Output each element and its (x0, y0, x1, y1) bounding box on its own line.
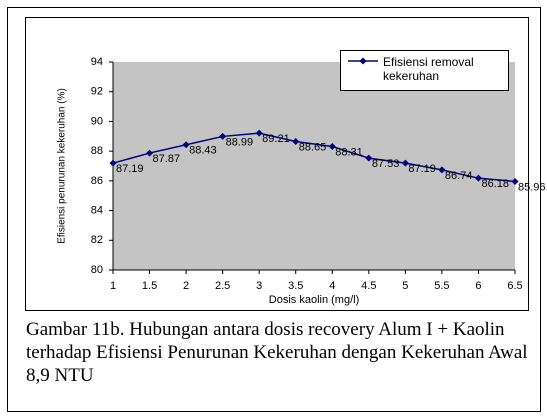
x-tick-label: 5.5 (434, 280, 449, 292)
legend-label: Efisiensi removal kekeruhan (383, 55, 474, 83)
figure-border (7, 7, 541, 412)
y-tick-label: 94 (91, 56, 103, 68)
data-label: 88.99 (226, 136, 254, 148)
data-label: 87.19 (408, 163, 436, 175)
marker (474, 174, 482, 182)
y-tick-label: 86 (91, 175, 103, 187)
data-label: 87.87 (153, 153, 181, 165)
caption: Gambar 11b. Hubungan antara dosis recove… (26, 319, 528, 386)
legend-marker (359, 57, 367, 65)
marker (328, 143, 336, 151)
marker (511, 177, 519, 185)
marker (109, 159, 117, 167)
series-line (112, 132, 516, 183)
marker (365, 154, 373, 162)
x-tick-label: 1.5 (142, 280, 157, 292)
y-tick-label: 80 (91, 264, 103, 276)
marker (401, 159, 409, 167)
data-label: 86.18 (481, 178, 509, 190)
legend-box (340, 50, 509, 91)
marker (292, 137, 300, 145)
x-tick-label: 6 (475, 280, 481, 292)
marker (182, 141, 190, 149)
data-label: 88.65 (299, 141, 327, 153)
x-tick-label: 2 (183, 280, 189, 292)
marker (255, 129, 263, 137)
y-tick-label: 82 (91, 234, 103, 246)
data-label: 86.74 (445, 170, 473, 182)
x-tick-label: 5 (402, 280, 408, 292)
y-tick-label: 92 (91, 86, 103, 98)
x-tick-label: 6.5 (507, 280, 522, 292)
y-tick-label: 88 (91, 145, 103, 157)
data-label: 87.53 (372, 158, 400, 170)
y-tick-label: 84 (91, 204, 103, 216)
data-label: 87.19 (116, 163, 144, 175)
x-tick-label: 2.5 (215, 280, 230, 292)
marker (146, 149, 154, 157)
plot-area (113, 62, 515, 270)
x-tick-label: 3 (256, 280, 262, 292)
y-axis-label: Efisiensi penurunan kekeruhan (%) (57, 88, 68, 244)
y-tick-label: 90 (91, 115, 103, 127)
x-tick-label: 3.5 (288, 280, 303, 292)
data-label: 88.43 (189, 145, 217, 157)
data-label: 85.96 (518, 181, 546, 193)
data-label: 88.31 (335, 146, 363, 158)
x-tick-label: 1 (110, 280, 116, 292)
x-tick-label: 4.5 (361, 280, 376, 292)
marker (438, 166, 446, 174)
x-tick-label: 4 (329, 280, 335, 292)
data-label: 89.21 (262, 133, 290, 145)
x-axis-label: Dosis kaolin (mg/l) (269, 294, 359, 306)
marker (219, 132, 227, 140)
